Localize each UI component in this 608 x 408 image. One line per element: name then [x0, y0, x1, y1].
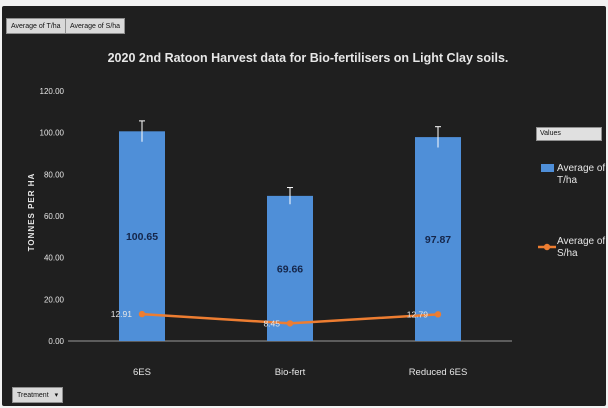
chart-svg: 2020 2nd Ratoon Harvest data for Bio-fer… — [27, 51, 556, 378]
line-point — [434, 311, 442, 318]
chart-title: 2020 2nd Ratoon Harvest data for Bio-fer… — [108, 51, 509, 65]
y-axis-title: TONNES PER HA — [27, 173, 36, 252]
bar — [267, 195, 313, 341]
chart-area: 2020 2nd Ratoon Harvest data for Bio-fer… — [2, 6, 606, 406]
line-data-label: 8.45 — [263, 318, 280, 328]
bar-data-label: 97.87 — [425, 234, 451, 246]
treatment-filter-button[interactable]: Treatment ▾ — [12, 387, 64, 403]
x-tick-label: Bio-fert — [275, 367, 306, 378]
legend-values-header[interactable]: Values — [536, 127, 602, 141]
line-point — [138, 310, 146, 318]
y-tick-label: 20.00 — [44, 295, 65, 304]
y-tick-label: 0.00 — [48, 337, 64, 346]
bar-data-label: 100.65 — [126, 231, 158, 243]
y-tick-label: 40.00 — [44, 254, 65, 263]
line-data-label: 12.91 — [111, 309, 133, 319]
bar-data-label: 69.66 — [277, 263, 303, 275]
x-tick-label: 6ES — [133, 367, 151, 378]
line-point — [286, 320, 294, 327]
y-tick-label: 80.00 — [44, 170, 65, 179]
chevron-down-icon: ▾ — [54, 392, 59, 399]
treatment-filter-label: Treatment — [17, 392, 49, 399]
y-tick-label: 60.00 — [44, 212, 65, 221]
y-tick-label: 100.00 — [40, 129, 65, 138]
bar — [119, 131, 165, 341]
pivot-field-button-sha[interactable]: Average of S/ha — [65, 18, 126, 34]
bar — [415, 137, 461, 341]
line-data-label: 12.79 — [407, 309, 429, 319]
x-tick-label: Reduced 6ES — [409, 367, 468, 378]
legend-marker-sha — [543, 243, 551, 251]
y-tick-label: 120.00 — [40, 87, 65, 96]
legend-label-sha: Average of S/ha — [557, 236, 606, 259]
pivot-field-button-tha[interactable]: Average of T/ha — [6, 18, 66, 34]
legend-swatch-tha — [541, 164, 554, 172]
legend-label-tha: Average of T/ha — [557, 163, 606, 186]
